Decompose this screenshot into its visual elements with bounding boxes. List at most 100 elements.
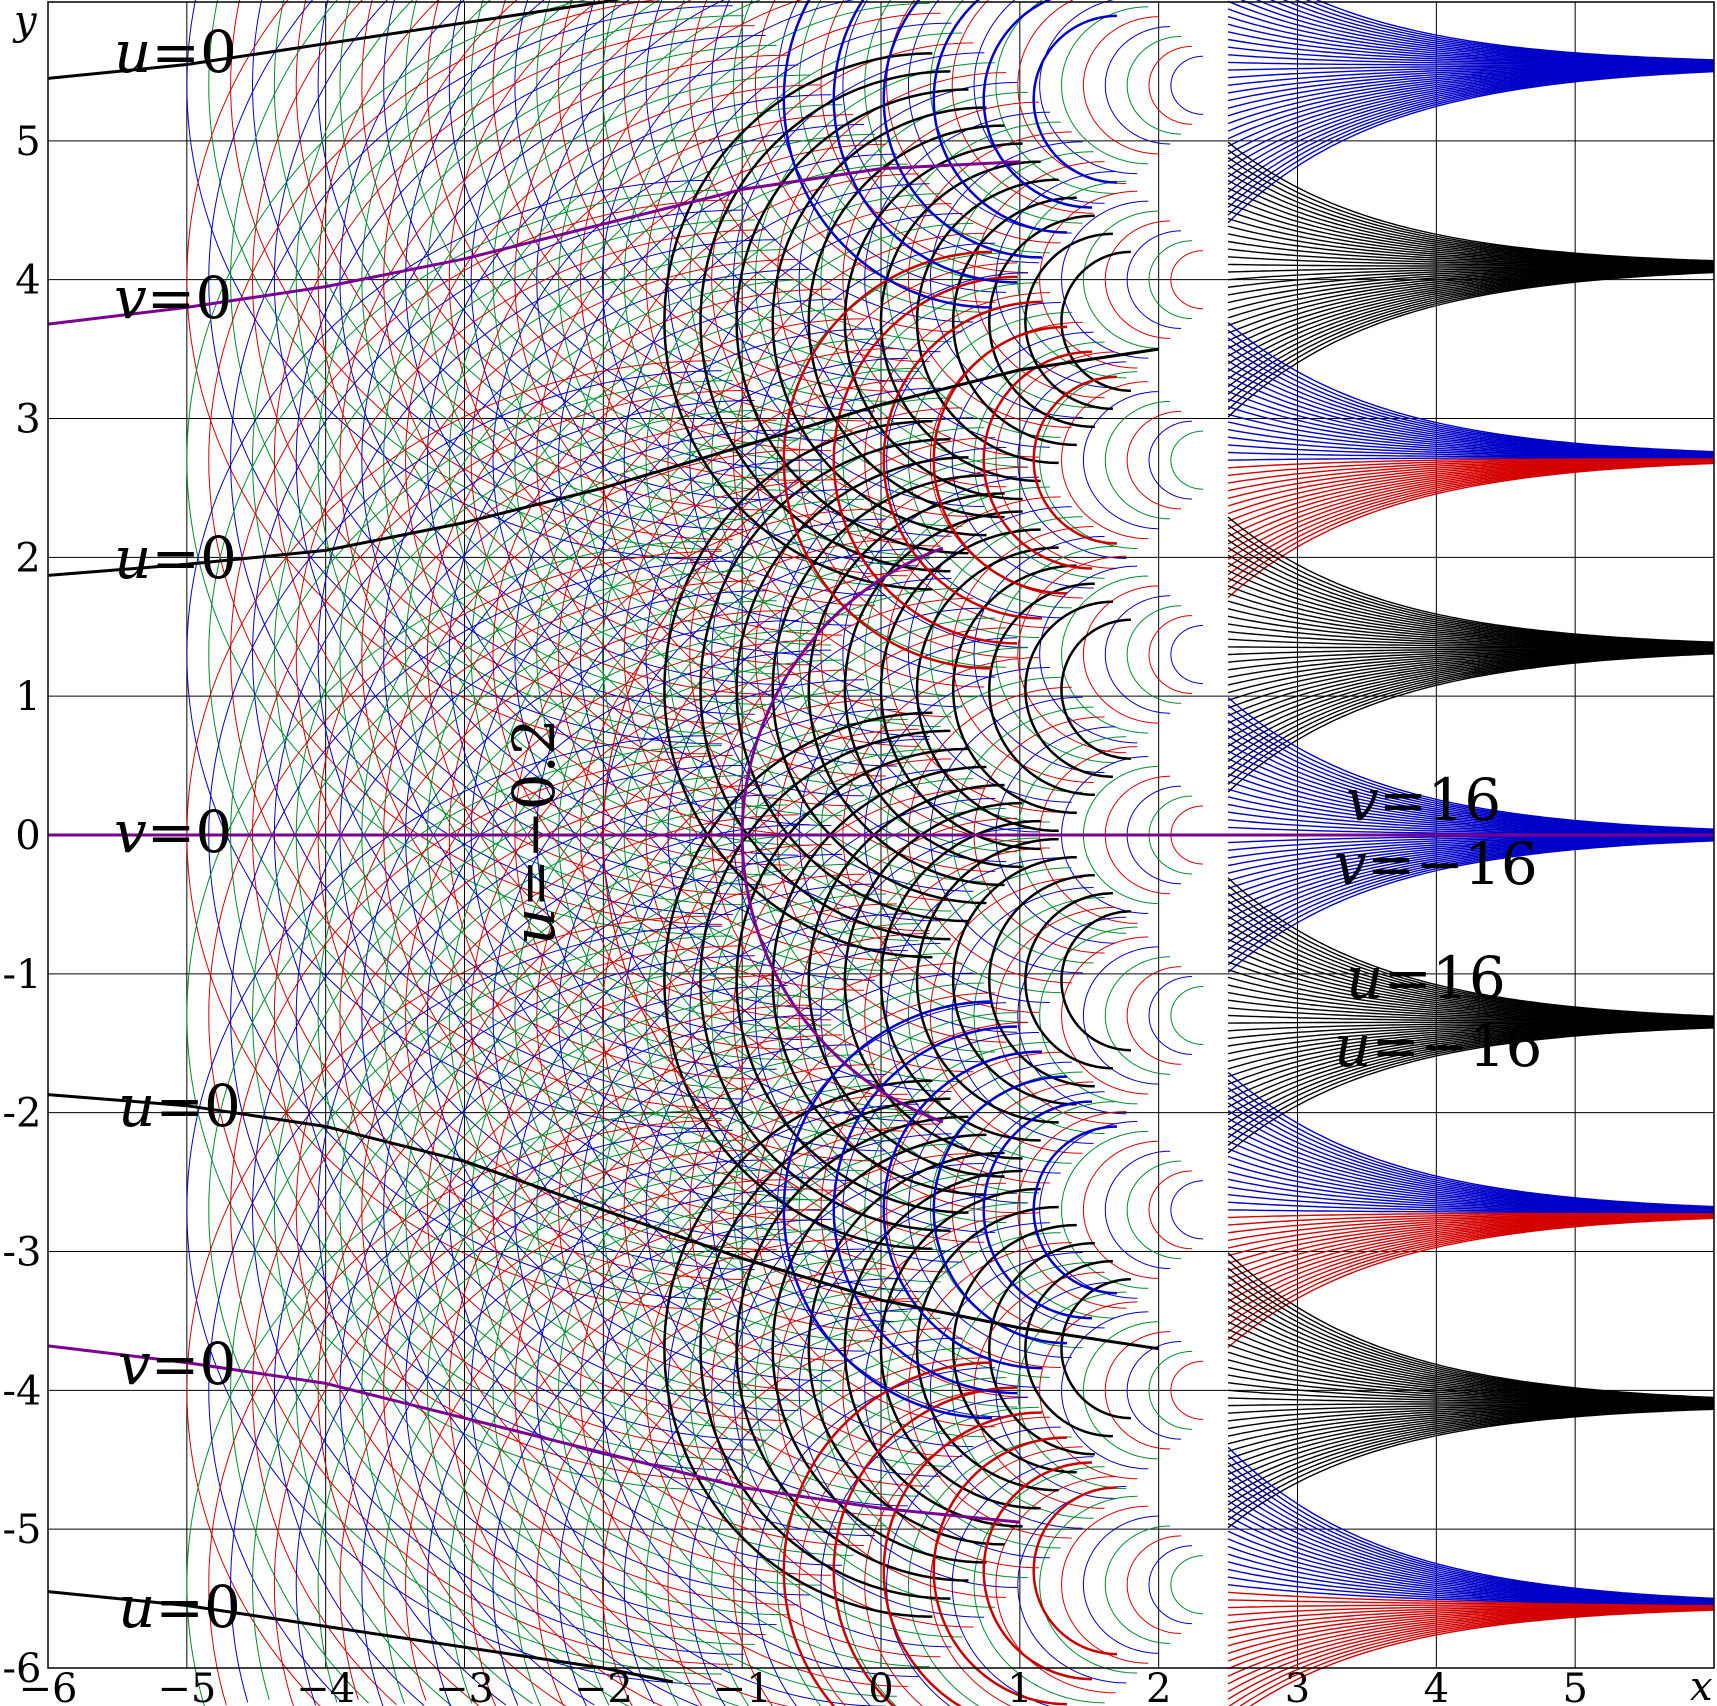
thick-arc: [699, 729, 951, 1232]
fine-arc: [667, 758, 952, 1273]
thick-arc: [982, 1100, 1092, 1320]
fine-arc: [820, 827, 1029, 1204]
thick-arc: [663, 1079, 933, 1618]
fine-arc: [208, 1119, 722, 1706]
fine-arc: [1126, 36, 1182, 135]
fine-arc: [252, 945, 744, 1705]
fine-arc: [601, 0, 919, 372]
y-tick-label: -3: [3, 1230, 42, 1276]
label-u-eq-0-bottom: u=0: [118, 1573, 241, 1641]
fine-arc: [820, 1396, 1029, 1706]
fine-arc: [667, 397, 952, 912]
fine-arc: [1082, 585, 1160, 724]
fine-arc: [580, 0, 908, 577]
fine-arc: [689, 1337, 963, 1706]
fine-arc: [842, 1212, 1040, 1569]
thick-arc: [663, 52, 933, 591]
fine-arc: [1170, 1180, 1203, 1240]
thick-arc: [879, 160, 1041, 483]
plot-frame: [47, 1, 1715, 1669]
thick-arc: [1024, 232, 1113, 411]
fine-arc: [186, 1110, 712, 1706]
thick-arc: [879, 819, 1041, 1142]
thick-arc: [832, 0, 1018, 284]
fine-arc: [426, 1218, 832, 1706]
fine-arc: [361, 620, 799, 1411]
fine-arc: [1170, 1555, 1203, 1615]
fine-arc: [558, 1083, 897, 1697]
label-v-eq-0-center: v=0: [114, 798, 232, 866]
thick-arc: [699, 1097, 951, 1600]
fine-arc: [973, 1271, 1105, 1509]
thick-arc: [1060, 618, 1131, 760]
fan-ray: [1227, 697, 1715, 830]
fine-arc: [1126, 230, 1182, 329]
fine-arc: [929, 877, 1083, 1154]
fine-arc: [645, 748, 941, 1283]
fine-arc: [886, 1051, 1061, 1368]
fine-arc: [1148, 1350, 1192, 1430]
v-level-bowl: [740, 546, 944, 1124]
fine-arc: [252, 15, 744, 906]
x-tick-label: −5: [157, 1666, 216, 1706]
fine-arc: [1039, 0, 1138, 175]
fine-arc: [711, 1347, 974, 1706]
fine-arc: [623, 183, 930, 737]
fine-arc: [295, 1159, 766, 1706]
fine-arc: [623, 738, 930, 1293]
fine-arc: [383, 74, 810, 846]
fine-arc: [558, 0, 897, 587]
fine-arc: [470, 669, 854, 1362]
fine-arc: [995, 1101, 1116, 1319]
thick-arc: [951, 196, 1077, 447]
thick-arc: [735, 456, 969, 923]
fine-arc: [230, 1129, 733, 1703]
thick-arc: [915, 178, 1059, 465]
fine-arc: [689, 32, 963, 527]
fine-arc: [558, 348, 897, 961]
fine-arc: [1039, 371, 1138, 549]
fine-arc: [623, 1113, 930, 1668]
thick-arc: [807, 124, 1005, 519]
fine-arc: [1061, 381, 1149, 540]
x-tick-label: −3: [435, 1666, 494, 1706]
thick-arc: [951, 1223, 1077, 1474]
fine-arc: [492, 1248, 865, 1706]
fan-ray: [1227, 1071, 1715, 1208]
fine-arc: [711, 417, 974, 892]
fine-arc: [361, 259, 799, 1050]
label-v-eq-0-upper: v=0: [114, 264, 232, 332]
fine-arc: [754, 1367, 996, 1706]
fine-arc: [842, 101, 1040, 458]
fine-arc: [339, 984, 788, 1706]
fine-arc: [492, 124, 865, 797]
fine-arc: [273, 0, 755, 715]
fine-arc: [208, 0, 722, 925]
fine-arc: [951, 151, 1094, 409]
fine-arc: [295, 229, 766, 1080]
fine-arc: [1104, 401, 1171, 520]
fine-arc: [1104, 1150, 1171, 1269]
fine-arc: [558, 709, 897, 1322]
fine-arc: [995, 1281, 1116, 1499]
fine-arc: [230, 0, 733, 735]
fine-arc: [820, 466, 1029, 843]
thick-arc: [832, 1025, 1018, 1395]
fine-arc: [558, 903, 897, 1517]
v-level-curve-upper: [47, 160, 1020, 326]
fine-arc: [470, 0, 854, 432]
fine-arc: [230, 935, 733, 1704]
thick-arc: [988, 582, 1095, 796]
fine-arc: [405, 84, 821, 836]
fine-arc: [295, 0, 766, 511]
fan-ray: [1227, 0, 1715, 63]
fine-arc: [1017, 555, 1127, 754]
fan-ray: [1227, 1446, 1715, 1600]
fine-arc: [645, 387, 941, 922]
fine-arc: [208, 189, 722, 1120]
fine-arc: [1017, 916, 1127, 1115]
fine-arc: [908, 1436, 1072, 1706]
thick-arc: [832, 1386, 1018, 1706]
fine-arc: [1039, 565, 1138, 744]
